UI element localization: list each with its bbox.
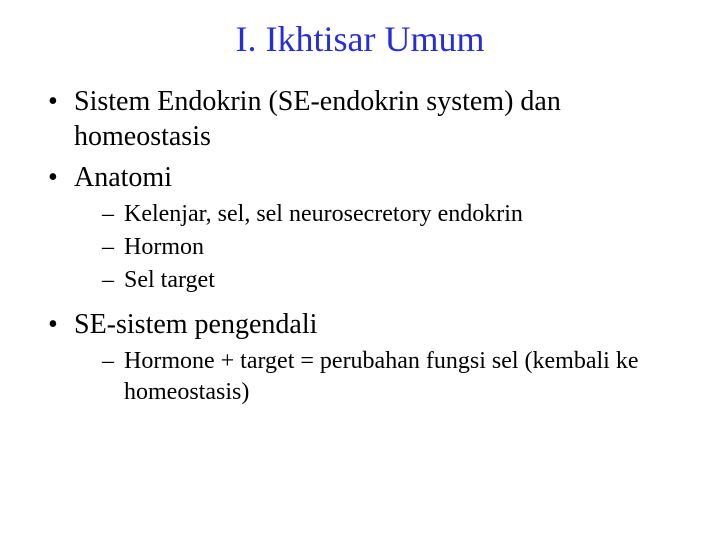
sub-bullet-text: Hormone + target = perubahan fungsi sel … [124, 348, 638, 405]
slide-title: I. Ikhtisar Umum [40, 18, 680, 60]
sub-bullet-text: Hormon [124, 234, 204, 260]
slide: I. Ikhtisar Umum Sistem Endokrin (SE-end… [0, 0, 720, 540]
sub-bullet-list: Hormone + target = perubahan fungsi sel … [74, 346, 680, 408]
sub-bullet-item: Kelenjar, sel, sel neurosecretory endokr… [102, 199, 680, 230]
bullet-item: Sistem Endokrin (SE-endokrin system) dan… [44, 84, 680, 154]
bullet-text: SE-sistem pengendali [74, 309, 317, 340]
bullet-text: Anatomi [74, 162, 172, 193]
bullet-item: SE-sistem pengendali Hormone + target = … [44, 307, 680, 408]
bullet-list: Sistem Endokrin (SE-endokrin system) dan… [40, 84, 680, 408]
sub-bullet-item: Hormone + target = perubahan fungsi sel … [102, 346, 680, 408]
bullet-text: Sistem Endokrin (SE-endokrin system) dan… [74, 86, 561, 152]
sub-bullet-text: Kelenjar, sel, sel neurosecretory endokr… [124, 201, 523, 227]
sub-bullet-text: Sel target [124, 267, 215, 293]
sub-bullet-item: Sel target [102, 265, 680, 296]
sub-bullet-list: Kelenjar, sel, sel neurosecretory endokr… [74, 199, 680, 297]
sub-bullet-item: Hormon [102, 232, 680, 263]
bullet-item: Anatomi Kelenjar, sel, sel neurosecretor… [44, 160, 680, 297]
